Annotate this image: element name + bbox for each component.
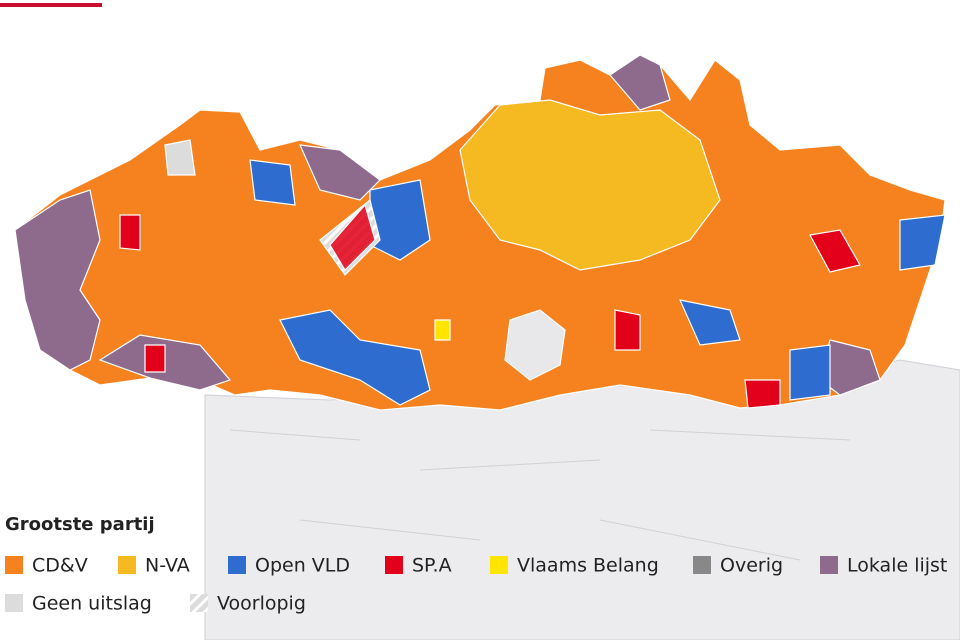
- region: [164, 139, 196, 176]
- map: [14, 54, 960, 640]
- legend-title: Grootste partij: [5, 514, 155, 535]
- legend-swatch: [490, 556, 508, 574]
- legend-label: Geen uitslag: [32, 593, 152, 615]
- legend-swatch: [118, 556, 136, 574]
- region: [459, 99, 721, 271]
- region: [434, 319, 451, 341]
- borders: [229, 429, 851, 561]
- legend-label: Vlaams Belang: [517, 555, 659, 577]
- region: [614, 309, 641, 351]
- legend-swatch: [190, 594, 208, 612]
- legend-swatch: [693, 556, 711, 574]
- legend-label: Overig: [720, 555, 783, 577]
- legend-label: N-VA: [145, 555, 190, 577]
- legend-label: Voorlopig: [217, 593, 306, 615]
- legend-label: CD&V: [32, 555, 88, 577]
- region: [609, 54, 671, 111]
- legend-swatch: [820, 556, 838, 574]
- legend-label: SP.A: [412, 555, 452, 577]
- legend-label: Lokale lijst: [847, 555, 947, 577]
- legend-swatch: [228, 556, 246, 574]
- region: [279, 309, 431, 406]
- legend: CD&V N-VA Open VLD SP.A Vlaams Belang Overig L…: [5, 555, 947, 615]
- region: [249, 159, 296, 206]
- region: [144, 344, 166, 373]
- region: [899, 214, 946, 271]
- region: [14, 189, 101, 371]
- header-accent: [0, 3, 102, 7]
- region: [678, 299, 741, 346]
- legend-swatch: [5, 556, 23, 574]
- legend-label: Open VLD: [255, 555, 350, 577]
- wallonia: [204, 359, 960, 640]
- region: [809, 229, 861, 273]
- region: [744, 379, 781, 409]
- legend-swatch: [5, 594, 23, 612]
- region: [504, 309, 566, 381]
- region: [329, 203, 376, 271]
- region: [119, 214, 141, 251]
- region: [789, 344, 831, 401]
- legend-swatch: [385, 556, 403, 574]
